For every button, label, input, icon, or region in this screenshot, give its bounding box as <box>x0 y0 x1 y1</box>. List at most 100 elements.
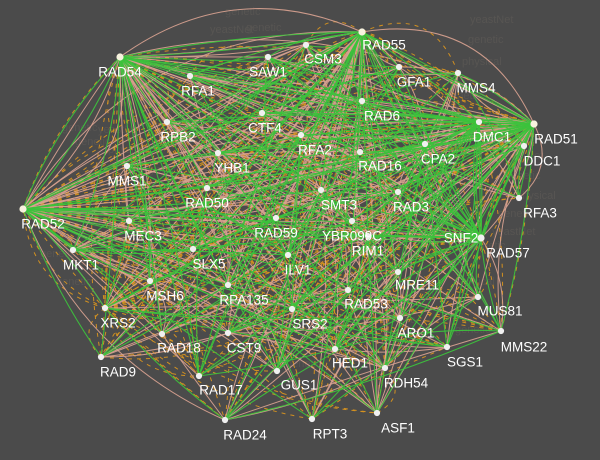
graph-node-rad57[interactable] <box>477 234 485 242</box>
graph-edge <box>100 56 121 358</box>
graph-node-rfa2[interactable] <box>297 131 305 139</box>
graph-edge <box>88 307 106 358</box>
graph-node-rad3[interactable] <box>394 188 402 196</box>
graph-node-slx5[interactable] <box>189 245 197 253</box>
graph-edge <box>334 237 482 350</box>
graph-edge <box>72 100 363 251</box>
graph-edge <box>224 121 480 421</box>
graph-edge <box>104 267 399 309</box>
graph-node-gus1[interactable] <box>273 367 281 375</box>
graph-edge <box>457 72 520 199</box>
graph-node-sgs1[interactable] <box>443 343 451 351</box>
graph-node-ctf4[interactable] <box>258 109 266 117</box>
graph-node-msh6[interactable] <box>146 277 154 285</box>
graph-node-yhb1[interactable] <box>214 149 222 157</box>
graph-edge <box>361 31 535 125</box>
graph-edge <box>477 123 535 298</box>
graph-node-xrs2[interactable] <box>101 304 109 312</box>
graph-edge <box>457 72 521 199</box>
graph-node-aro1[interactable] <box>396 314 404 322</box>
graph-node-csm3[interactable] <box>302 41 310 49</box>
graph-node-hed1[interactable] <box>331 345 339 353</box>
graph-node-smt3[interactable] <box>317 186 325 194</box>
graph-edge <box>192 152 219 250</box>
graph-node-mkt1[interactable] <box>69 246 77 254</box>
graph-node-ddc1[interactable] <box>520 142 528 150</box>
graph-edge <box>347 31 363 291</box>
graph-node-srs2[interactable] <box>288 305 296 313</box>
graph-node-rad54[interactable] <box>116 53 124 61</box>
graph-node-rad16[interactable] <box>356 148 364 156</box>
graph-edge <box>227 121 480 334</box>
graph-node-dmc1[interactable] <box>475 118 483 126</box>
graph-edge <box>149 280 167 335</box>
graph-node-rad55[interactable] <box>358 28 366 36</box>
graph-edge <box>119 56 151 282</box>
graph-edge <box>119 31 363 58</box>
graph-node-mms4[interactable] <box>454 69 462 77</box>
graph-edge <box>119 56 263 114</box>
graph-node-rfa3[interactable] <box>515 194 523 202</box>
graph-node-rad52[interactable] <box>19 205 27 213</box>
graph-node-rad18[interactable] <box>158 330 166 338</box>
graph-edge <box>305 44 480 123</box>
graph-node-rim1[interactable] <box>364 232 372 240</box>
graph-edge <box>104 123 535 309</box>
graph-edge <box>22 72 459 210</box>
graph-node-rad50[interactable] <box>203 184 211 192</box>
graph-edge <box>227 289 349 334</box>
graph-node-rad6[interactable] <box>358 97 366 105</box>
graph-node-rpt3[interactable] <box>308 415 316 423</box>
graph-edge <box>22 208 336 350</box>
graph-edge <box>376 317 401 414</box>
graph-edge <box>334 121 480 350</box>
graph-edge <box>104 307 226 421</box>
graph-edge <box>161 333 226 421</box>
graph-edge <box>166 121 482 239</box>
graph-edge <box>398 66 535 125</box>
graph-edge <box>275 217 386 369</box>
graph-node-rad24[interactable] <box>221 416 229 424</box>
graph-node-mms1[interactable] <box>123 162 131 170</box>
graph-edge <box>104 217 277 309</box>
graph-node-mms22[interactable] <box>497 327 505 335</box>
graph-node-rpb2[interactable] <box>163 118 171 126</box>
graph-node-rad51[interactable] <box>530 120 538 128</box>
graph-edge <box>291 308 448 348</box>
graph-node-ybr099c[interactable] <box>348 217 356 225</box>
graph-edge <box>198 237 482 377</box>
graph-edge <box>345 31 369 237</box>
graph-edge <box>305 44 535 125</box>
graph-node-rdh54[interactable] <box>381 364 389 372</box>
graph-edge <box>22 56 121 210</box>
graph-node-rad9[interactable] <box>97 353 105 361</box>
graph-edge <box>161 333 378 414</box>
graph-node-saw1[interactable] <box>264 53 272 61</box>
graph-node-mre11[interactable] <box>394 268 402 276</box>
graph-edge <box>119 56 482 239</box>
graph-edge <box>72 56 121 251</box>
graph-node-cst9[interactable] <box>224 329 232 337</box>
graph-edge <box>351 220 401 319</box>
graph-edge <box>119 56 229 286</box>
graph-node-rfa1[interactable] <box>186 72 194 80</box>
graph-node-rad53[interactable] <box>344 286 352 294</box>
node-layer[interactable] <box>19 28 538 424</box>
graph-node-gfa1[interactable] <box>395 63 403 71</box>
graph-edge <box>206 66 400 189</box>
graph-node-ilv1[interactable] <box>284 251 292 259</box>
graph-node-mus81[interactable] <box>474 293 482 301</box>
graph-node-rpa135[interactable] <box>224 281 232 289</box>
graph-node-asf1[interactable] <box>373 409 381 417</box>
graph-node-cpa2[interactable] <box>421 140 429 148</box>
graph-edge <box>22 208 106 309</box>
graph-node-mec3[interactable] <box>125 217 133 225</box>
graph-edge <box>275 145 525 219</box>
graph-node-rad17[interactable] <box>195 372 203 380</box>
graph-edge <box>72 134 302 251</box>
graph-node-rad59[interactable] <box>272 214 280 222</box>
graph-edge <box>119 56 535 125</box>
graph-edge <box>119 56 200 377</box>
